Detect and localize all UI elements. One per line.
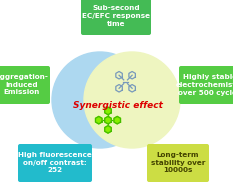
Text: Highly stable
electrochemistry
over 500 cycles: Highly stable electrochemistry over 500 …	[175, 74, 233, 95]
FancyBboxPatch shape	[147, 144, 209, 182]
Text: Synergistic effect: Synergistic effect	[73, 101, 163, 109]
FancyBboxPatch shape	[179, 66, 233, 104]
FancyBboxPatch shape	[0, 66, 50, 104]
Polygon shape	[105, 116, 111, 124]
Polygon shape	[114, 116, 120, 124]
Polygon shape	[105, 107, 111, 115]
Circle shape	[84, 52, 180, 148]
FancyBboxPatch shape	[18, 144, 92, 182]
Polygon shape	[96, 116, 102, 124]
Text: High fluorescence
on/off contrast:
252: High fluorescence on/off contrast: 252	[18, 153, 92, 174]
Text: Sub-second
EC/EFC response
time: Sub-second EC/EFC response time	[82, 5, 150, 26]
Polygon shape	[105, 126, 111, 133]
Text: Long-term
stability over
10000s: Long-term stability over 10000s	[151, 153, 205, 174]
FancyBboxPatch shape	[81, 0, 151, 35]
Circle shape	[52, 52, 148, 148]
Text: Aggregation-
induced
Emission: Aggregation- induced Emission	[0, 74, 49, 95]
